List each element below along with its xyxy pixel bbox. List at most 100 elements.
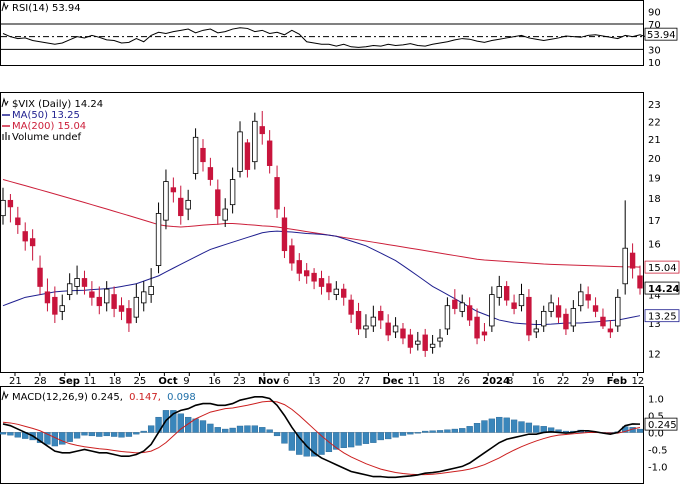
x-tick-label: 16 xyxy=(208,376,221,387)
macd-histogram-bar xyxy=(399,432,407,436)
candle-body xyxy=(96,296,102,307)
candle xyxy=(503,281,510,306)
candle-body xyxy=(600,316,606,327)
x-tick-label: 21 xyxy=(9,376,22,387)
candle-body xyxy=(444,305,451,330)
macd-histogram-bar xyxy=(429,430,436,433)
candle xyxy=(200,139,206,172)
macd-histogram-bar xyxy=(488,418,496,433)
macd-histogram-bar xyxy=(377,432,384,441)
candle xyxy=(303,263,310,284)
candle xyxy=(207,157,214,186)
candle-body xyxy=(378,310,384,321)
candle xyxy=(541,305,547,332)
candle-body xyxy=(496,286,502,298)
candle-body xyxy=(570,308,577,327)
x-tick-label: 12 xyxy=(632,376,645,387)
candle-body xyxy=(66,283,73,295)
candle xyxy=(311,268,317,290)
macd-histogram-bar xyxy=(318,432,325,455)
macd-histogram-bar xyxy=(88,432,96,437)
candle xyxy=(474,308,480,345)
x-tick-label: 2024 xyxy=(482,376,510,387)
candle xyxy=(0,187,6,225)
candle xyxy=(289,238,295,271)
candle-body xyxy=(400,328,406,339)
candle-body xyxy=(533,328,539,333)
candle xyxy=(370,305,377,332)
ma200-value-box xyxy=(644,260,680,274)
candle-body xyxy=(252,120,258,163)
candle xyxy=(459,294,465,318)
macd-histogram-bar xyxy=(133,432,140,435)
candle-body xyxy=(629,252,636,269)
macd-panel: 1.0 0.5 0.0 -0.5 -1.0 0.245 xyxy=(0,394,678,479)
candle xyxy=(192,128,199,180)
candle-body xyxy=(452,299,458,309)
price-tick-label: 20 xyxy=(648,154,661,165)
candle-body xyxy=(563,313,569,330)
candle-body xyxy=(118,305,125,312)
macd-histogram-bar xyxy=(473,423,481,433)
candle xyxy=(637,265,643,295)
line-chart-icon xyxy=(1,390,9,401)
price-tick-label: 23 xyxy=(648,100,661,111)
candle xyxy=(259,110,265,145)
x-tick-label: 28 xyxy=(34,376,47,387)
candle-body xyxy=(281,217,288,252)
candle-body xyxy=(170,187,177,193)
candle xyxy=(266,130,273,174)
macd-histogram-bar xyxy=(533,425,540,433)
candle xyxy=(52,286,58,323)
candle-body xyxy=(607,328,614,333)
candle xyxy=(600,308,606,329)
candle xyxy=(341,283,347,306)
macd-histogram-bar xyxy=(110,432,118,437)
candle xyxy=(141,281,147,312)
x-tick-label: 18 xyxy=(432,376,445,387)
candle-body xyxy=(637,275,643,289)
x-tick-label: 29 xyxy=(582,376,595,387)
candle-body xyxy=(303,270,310,277)
candle xyxy=(170,177,177,203)
macd-histogram-bar xyxy=(147,425,155,433)
macd-histogram-bar xyxy=(185,416,192,433)
candle xyxy=(429,334,436,354)
macd-histogram-bar xyxy=(422,430,429,433)
x-tick-label: Sep xyxy=(59,376,80,387)
candle-body xyxy=(555,305,562,318)
candle-body xyxy=(318,278,325,287)
macd-value-box xyxy=(644,417,678,431)
candle xyxy=(126,300,132,332)
candle xyxy=(178,185,184,225)
macd-histogram-bar xyxy=(281,432,288,444)
candle-body xyxy=(363,325,369,330)
candle-body xyxy=(481,331,488,336)
candle-body xyxy=(355,310,362,330)
candle-body xyxy=(548,302,554,312)
price-tick-label: 14 xyxy=(648,291,661,302)
macd-value-label: 0.245 xyxy=(648,420,677,431)
price-legend: $VIX (Daily) 14.24 MA(50) 13.25 MA(200) … xyxy=(1,97,103,143)
candle-body xyxy=(178,197,184,217)
price-tick-label: 12 xyxy=(648,350,661,361)
candle xyxy=(163,169,169,230)
rsi-tick-label: 90 xyxy=(648,7,661,18)
candle xyxy=(237,121,243,178)
candle-body xyxy=(459,302,465,312)
x-tick-label: 16 xyxy=(532,376,545,387)
candle xyxy=(148,268,154,303)
volume-bars-icon xyxy=(2,132,10,140)
macd-histogram-bar xyxy=(392,432,399,438)
candle-body xyxy=(422,334,428,351)
macd-histogram-bar xyxy=(296,432,303,455)
x-tick-label: Nov xyxy=(258,376,280,387)
price-panel-frame xyxy=(0,92,644,373)
candle-body xyxy=(59,305,65,312)
candle xyxy=(59,294,65,321)
candle xyxy=(363,314,369,339)
candle xyxy=(622,200,628,295)
candle-body xyxy=(615,296,621,327)
macd-histogram-bar xyxy=(436,430,444,433)
candle-body xyxy=(155,213,162,266)
